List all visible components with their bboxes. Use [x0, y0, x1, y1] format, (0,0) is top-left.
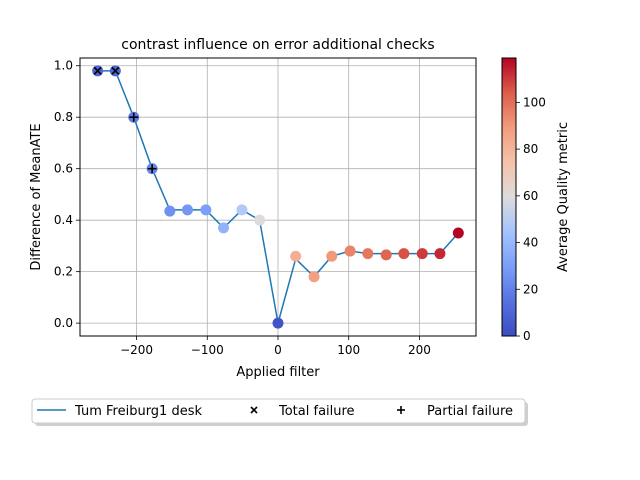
legend-label-total-failure: Total failure: [278, 404, 355, 419]
y-tick-label: 1.0: [54, 59, 73, 73]
data-point: [290, 250, 302, 262]
colorbar-tick-label: 40: [523, 236, 538, 250]
data-point: [200, 204, 212, 216]
partial-failure-marker: [147, 164, 157, 174]
colorbar-label: Average Quality metric: [556, 122, 571, 272]
data-point: [236, 204, 248, 216]
grid-lines: [80, 58, 476, 336]
data-point: [380, 249, 392, 261]
legend: Tum Freiburg1 desk Total failure Partial…: [31, 398, 528, 426]
colorbar-ticks: 0 20 40 60 80 100: [516, 95, 546, 343]
data-point: [254, 214, 266, 226]
x-tick-label: −200: [120, 343, 153, 357]
data-point: [164, 205, 176, 217]
y-axis-ticks: 0.0 0.2 0.4 0.6 0.8 1.0: [54, 59, 80, 330]
legend-label-series: Tum Freiburg1 desk: [74, 404, 202, 419]
data-point: [181, 204, 193, 216]
x-tick-label: 100: [337, 343, 360, 357]
total-failure-marker: [111, 66, 120, 75]
y-tick-label: 0.4: [54, 213, 73, 227]
colorbar-tick-label: 60: [523, 189, 538, 203]
legend-label-partial-failure: Partial failure: [427, 404, 513, 419]
colorbar-tick-label: 20: [523, 282, 538, 296]
x-axis-label: Applied filter: [236, 365, 320, 380]
chart-title: contrast influence on error additional c…: [121, 37, 434, 53]
data-point: [416, 248, 428, 260]
data-point: [218, 222, 230, 234]
colorbar: [501, 57, 517, 337]
y-tick-label: 0.6: [54, 162, 73, 176]
data-point: [434, 248, 446, 260]
total-failure-marker: [93, 66, 102, 75]
x-tick-label: 200: [408, 343, 431, 357]
colorbar-tick-label: 80: [523, 142, 538, 156]
failure-markers-layer: [93, 66, 157, 174]
partial-failure-marker: [129, 112, 139, 122]
data-point: [344, 245, 356, 257]
colorbar-tick-label: 100: [523, 95, 546, 109]
data-point: [398, 248, 410, 260]
data-point: [326, 250, 338, 262]
y-tick-label: 0.0: [54, 316, 73, 330]
x-axis-ticks: −200 −100 0 100 200: [120, 336, 431, 357]
x-tick-label: −100: [191, 343, 224, 357]
data-point: [452, 227, 464, 239]
data-point: [362, 248, 374, 260]
y-tick-label: 0.8: [54, 110, 73, 124]
colorbar-tick-label: 0: [523, 329, 531, 343]
y-axis-label: Difference of MeanATE: [29, 123, 44, 270]
x-tick-label: 0: [274, 343, 282, 357]
data-point: [272, 317, 284, 329]
legend-plus-marker-icon: [397, 406, 405, 414]
legend-x-marker-icon: [250, 406, 258, 414]
data-point: [308, 271, 320, 283]
y-tick-label: 0.2: [54, 265, 73, 279]
